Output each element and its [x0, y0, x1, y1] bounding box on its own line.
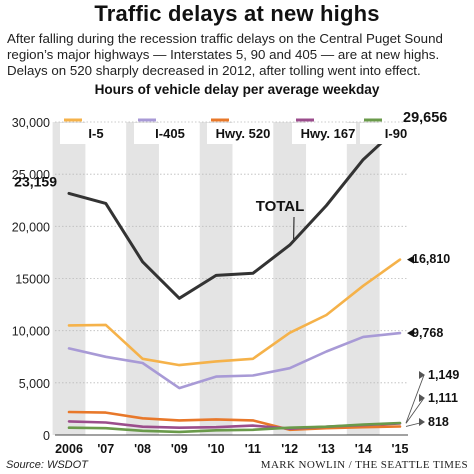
data-label: 818	[428, 415, 449, 429]
x-tick-label: '10	[208, 442, 225, 456]
legend-label: I-90	[385, 126, 407, 141]
data-label: 1,149	[428, 368, 459, 382]
data-label: 16,810	[412, 252, 450, 266]
x-tick-label: '15	[392, 442, 409, 456]
x-tick-label: '13	[318, 442, 335, 456]
x-tick-label: '09	[171, 442, 188, 456]
total-series-label: TOTAL	[256, 198, 305, 215]
legend-label: I-405	[155, 126, 185, 141]
y-tick-label: 5,000	[19, 377, 50, 391]
legend-label: I-5	[88, 126, 103, 141]
data-label: 29,656	[403, 110, 447, 126]
legend-label: Hwy. 167	[301, 126, 356, 141]
source-note: Source: WSDOT	[6, 459, 88, 471]
data-label: 23,159	[14, 173, 57, 189]
legend: I-5 I-405 Hwy. 520 Hwy. 167 I-90	[60, 120, 424, 144]
y-tick-label: 15000	[15, 273, 50, 287]
chart-description: After falling during the recession traff…	[7, 31, 469, 79]
chart-title: Traffic delays at new highs	[0, 1, 474, 27]
x-tick-label: '07	[97, 442, 114, 456]
legend-label: Hwy. 520	[216, 126, 271, 141]
x-tick-label: '14	[355, 442, 372, 456]
data-label-pointer	[419, 418, 425, 426]
chart-subtitle: Hours of vehicle delay per average weekd…	[0, 82, 474, 97]
data-label: 1,111	[428, 391, 458, 405]
x-axis: 2006 '07 '08 '09 '10 '11 '12 '13 '14 '15	[55, 435, 408, 456]
x-tick-label: 2006	[55, 442, 83, 456]
data-label-pointer	[419, 371, 425, 379]
x-tick-label: '12	[281, 442, 298, 456]
x-tick-label: '08	[134, 442, 151, 456]
y-tick-label: 10,000	[12, 325, 50, 339]
credit-line: MARK NOWLIN / THE SEATTLE TIMES	[261, 459, 468, 471]
y-tick-label: 0	[43, 429, 50, 443]
data-label: 9,768	[412, 326, 443, 340]
y-tick-label: 20,000	[12, 220, 50, 234]
y-tick-label: 30,000	[12, 116, 50, 130]
x-tick-label: '11	[245, 442, 261, 456]
